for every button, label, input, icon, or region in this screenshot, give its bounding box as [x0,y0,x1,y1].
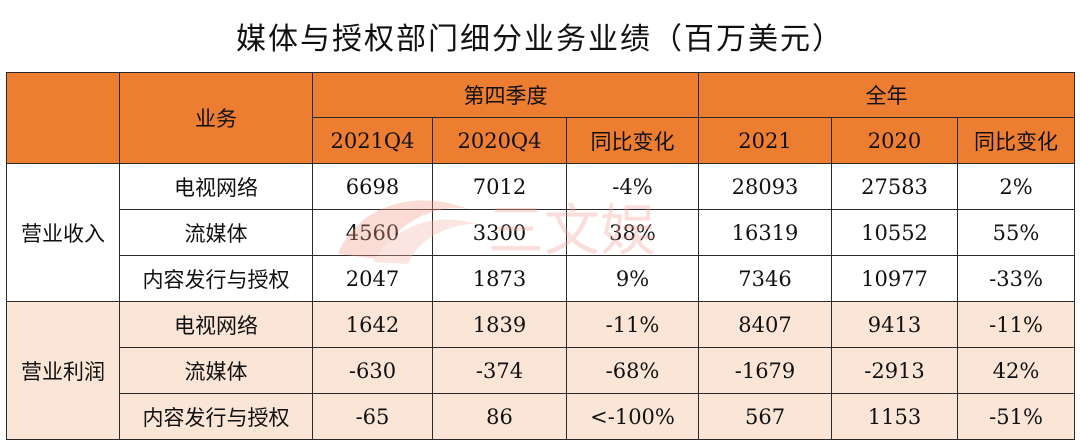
cell-value: -65 [312,393,433,440]
row-name: 电视网络 [119,301,313,348]
cell-value: 10977 [831,255,959,302]
header-row-1: 业务 第四季度 全年 [6,72,1076,164]
cell-value: 4560 [312,209,433,256]
group-label-profit: 营业利润 [6,301,120,440]
cell-value: 9% [565,255,700,302]
row-name: 内容发行与授权 [119,393,313,440]
header-q4-group: 第四季度 [311,72,700,118]
cell-value: -11% [957,301,1076,348]
cell-value: 1153 [831,393,959,440]
cell-value: <-100% [565,393,700,440]
cell-value: 7346 [698,255,833,302]
cell-value: 10552 [831,209,959,256]
header-year-group: 全年 [698,72,1076,118]
cell-value: 567 [698,393,833,440]
cell-value: -4% [565,163,700,210]
cell-value: 3300 [432,209,567,256]
cell-value: 38% [565,209,700,256]
row-name: 电视网络 [119,163,313,210]
cell-value: 1873 [432,255,567,302]
page-title: 媒体与授权部门细分业务业绩（百万美元） [236,22,844,57]
cell-value: 6698 [312,163,433,210]
cell-value: 16319 [698,209,833,256]
performance-table: 业务 第四季度 全年 2021Q4 2020Q4 同比变化 2021 2020 … [6,72,1076,440]
row-name: 流媒体 [119,209,313,256]
table-row: 营业收入 电视网络 6698 7012 -4% 28093 27583 2% [6,163,1076,302]
header-col-2020q4: 2020Q4 [432,117,567,164]
header-row-2: 2021Q4 2020Q4 同比变化 2021 2020 同比变化 [7,117,1076,164]
header-col-2020: 2020 [831,117,959,164]
cell-value: 28093 [698,163,833,210]
cell-value: -33% [957,255,1076,302]
header-col-2021: 2021 [698,117,833,164]
table-row: 营业利润 电视网络 1642 1839 -11% 8407 9413 -11% [6,301,1076,440]
cell-value: 1839 [432,301,567,348]
cell-value: -1679 [698,347,833,394]
cell-value: 55% [957,209,1076,256]
cell-value: -630 [312,347,433,394]
cell-value: 42% [957,347,1076,394]
header-col-2021q4: 2021Q4 [312,117,433,164]
header-corner [6,72,120,164]
cell-value: 8407 [698,301,833,348]
cell-value: 2047 [312,255,433,302]
cell-value: 9413 [831,301,959,348]
group-label-revenue: 营业收入 [6,163,120,302]
cell-value: -2913 [831,347,959,394]
table-row: 流媒体 4560 3300 38% 16319 10552 55% [7,209,1076,256]
table-row: 内容发行与授权 2047 1873 9% 7346 10977 -33% [7,255,1076,302]
header-col-q4-yoy: 同比变化 [565,117,700,164]
table-row: 内容发行与授权 -65 86 <-100% 567 1153 -51% [7,393,1076,440]
row-name: 内容发行与授权 [119,255,313,302]
cell-value: -51% [957,393,1076,440]
cell-value: -68% [565,347,700,394]
row-name: 流媒体 [119,347,313,394]
header-business: 业务 [119,72,313,164]
table-row: 流媒体 -630 -374 -68% -1679 -2913 42% [7,347,1076,394]
cell-value: 27583 [831,163,959,210]
cell-value: 7012 [432,163,567,210]
cell-value: 2% [957,163,1076,210]
cell-value: -11% [565,301,700,348]
cell-value: 86 [432,393,567,440]
cell-value: -374 [432,347,567,394]
cell-value: 1642 [312,301,433,348]
header-col-year-yoy: 同比变化 [957,117,1076,164]
